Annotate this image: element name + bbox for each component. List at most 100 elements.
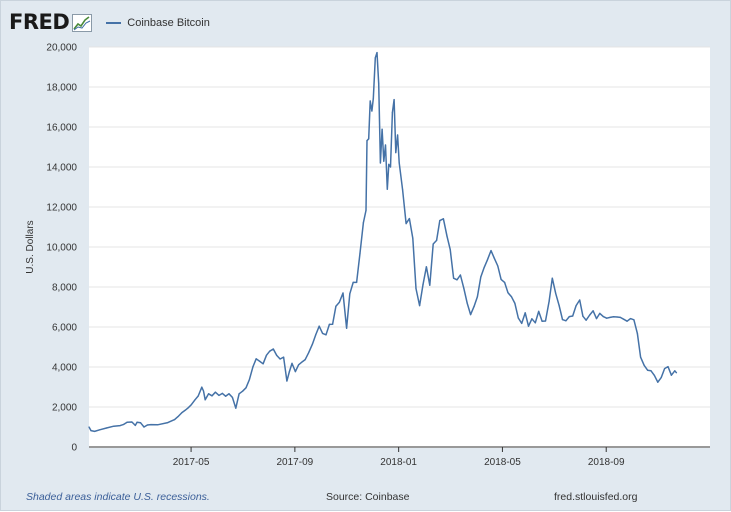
data-point	[653, 374, 656, 376]
data-point	[372, 98, 374, 100]
data-point	[187, 407, 189, 409]
y-tick-label: 8,000	[52, 283, 77, 294]
data-point	[466, 302, 468, 304]
data-point	[483, 266, 485, 268]
data-point	[105, 427, 108, 429]
data-point	[279, 358, 281, 360]
data-point	[342, 292, 344, 294]
data-point	[283, 356, 285, 358]
data-point	[386, 188, 388, 190]
data-point	[143, 426, 145, 428]
data-point	[359, 252, 361, 254]
data-point	[325, 334, 327, 336]
data-point	[453, 277, 455, 279]
y-tick-label: 0	[71, 443, 77, 454]
data-point	[473, 306, 475, 308]
x-tick-label: 2018-05	[484, 457, 521, 468]
data-point	[398, 162, 400, 164]
fred-logo[interactable]: FRED	[9, 10, 70, 34]
data-point	[376, 52, 378, 54]
data-point	[231, 396, 233, 398]
y-tick-label: 4,000	[52, 363, 77, 374]
data-point	[242, 390, 244, 392]
data-point	[579, 299, 581, 301]
data-point	[338, 301, 340, 303]
data-point	[391, 112, 393, 114]
y-tick-label: 18,000	[46, 83, 77, 94]
data-point	[99, 429, 101, 431]
data-point	[531, 318, 533, 320]
data-point	[449, 248, 451, 250]
data-point	[432, 243, 434, 245]
data-point	[383, 160, 385, 162]
data-point	[184, 409, 186, 411]
data-point	[181, 412, 183, 414]
data-point	[332, 323, 334, 325]
data-point	[369, 100, 371, 102]
legend-label: Coinbase Bitcoin	[127, 17, 210, 29]
data-point	[204, 399, 206, 401]
data-point	[565, 320, 567, 322]
data-point	[463, 287, 465, 289]
data-point	[134, 424, 136, 426]
data-point	[140, 422, 142, 424]
data-point	[167, 422, 169, 424]
data-point	[126, 421, 128, 423]
site-link[interactable]: fred.stlouisfed.org	[554, 491, 638, 503]
data-point	[476, 296, 478, 298]
data-point	[486, 259, 488, 261]
fred-logo-graph-icon	[72, 14, 93, 32]
data-point	[272, 348, 274, 350]
data-point	[504, 281, 506, 283]
data-point	[456, 279, 458, 281]
data-point	[322, 332, 324, 334]
x-tick-label: 2018-09	[588, 457, 625, 468]
data-point	[415, 288, 417, 290]
y-tick-label: 6,000	[52, 323, 77, 334]
data-point	[650, 370, 652, 372]
data-point	[541, 320, 543, 322]
chart-header: FRED Coinbase Bitcoin	[9, 9, 210, 35]
data-point	[589, 314, 591, 316]
data-point	[221, 392, 223, 394]
data-point	[612, 316, 615, 318]
data-point	[521, 322, 523, 324]
data-point	[606, 317, 608, 319]
data-point	[470, 314, 472, 316]
data-point	[211, 395, 213, 397]
data-point	[252, 366, 254, 368]
data-point	[113, 425, 115, 427]
data-point	[527, 325, 530, 327]
data-point	[558, 304, 560, 306]
data-point	[286, 380, 288, 382]
data-point	[572, 315, 574, 317]
data-point	[629, 318, 632, 320]
y-axis-label: U.S. Dollars	[25, 220, 36, 273]
data-point	[555, 292, 557, 294]
data-point	[544, 320, 547, 322]
data-point	[352, 281, 354, 283]
data-point	[524, 312, 526, 314]
data-point	[500, 278, 502, 280]
data-point	[88, 426, 90, 428]
data-point	[405, 223, 407, 225]
data-point	[561, 319, 564, 321]
x-tick-label: 2017-09	[277, 457, 314, 468]
gridlines	[89, 46, 710, 408]
data-point	[214, 391, 216, 393]
data-point	[94, 430, 96, 432]
data-point	[366, 140, 368, 142]
y-tick-label: 2,000	[52, 403, 77, 414]
data-point	[269, 350, 271, 352]
data-point	[248, 379, 250, 381]
data-point	[365, 209, 367, 211]
data-point	[356, 281, 358, 283]
data-point	[218, 394, 220, 396]
data-point	[294, 371, 296, 373]
data-point	[595, 318, 598, 320]
chart-legend[interactable]: Coinbase Bitcoin	[106, 17, 210, 29]
data-point	[328, 323, 330, 325]
data-point	[371, 110, 373, 112]
data-point	[480, 276, 482, 278]
